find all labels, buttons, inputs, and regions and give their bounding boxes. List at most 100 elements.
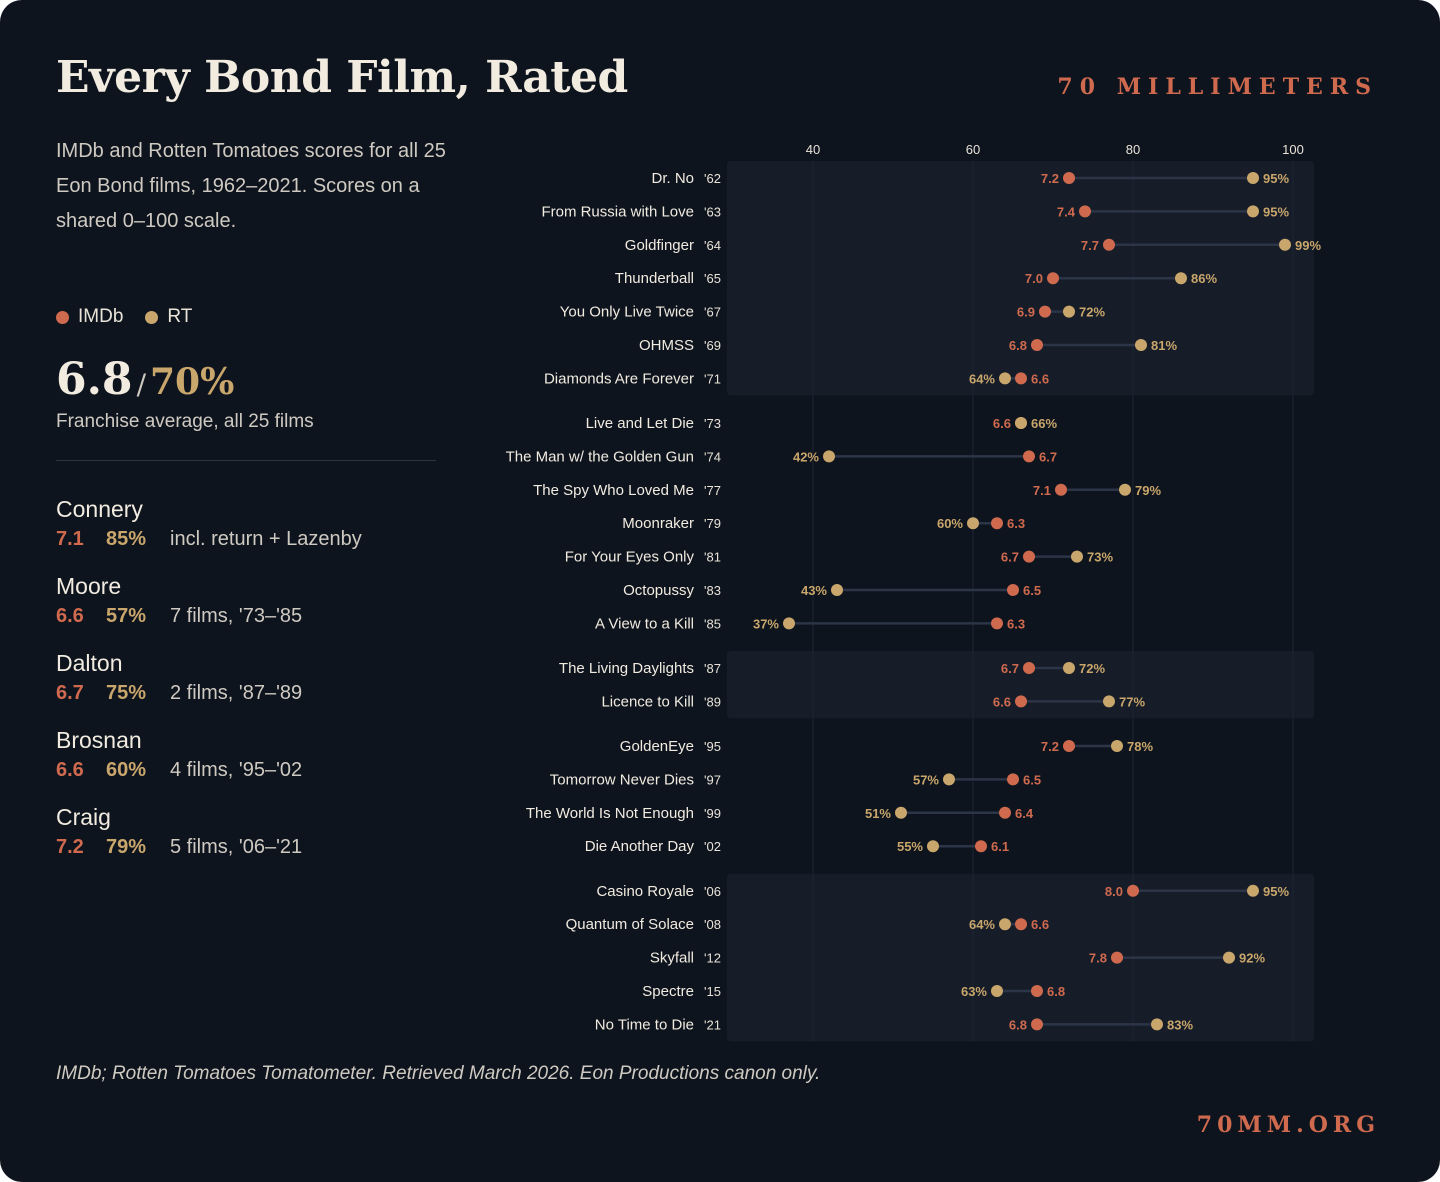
film-year: '71: [704, 371, 721, 386]
film-title: Moonraker: [622, 515, 694, 532]
film-title: Casino Royale: [596, 883, 694, 900]
film-year: '83: [704, 583, 721, 598]
x-tick-label: 60: [966, 142, 980, 157]
film-title: No Time to Die: [595, 1016, 694, 1033]
imdb-value-label: 7.2: [1041, 739, 1059, 754]
imdb-point: [1023, 662, 1035, 674]
actor-imdb-average: 6.7: [56, 682, 84, 704]
imdb-value-label: 7.8: [1089, 951, 1107, 966]
imdb-point: [991, 617, 1003, 630]
actor-rt-average: 79%: [106, 836, 147, 858]
actor-name: Moore: [56, 573, 122, 599]
imdb-value-label: 6.8: [1009, 1017, 1027, 1032]
imdb-value-label: 6.1: [991, 839, 1009, 854]
rt-value-label: 64%: [969, 371, 995, 386]
site-wordmark: 70MM.ORG: [1196, 1112, 1380, 1138]
film-year: '89: [704, 694, 721, 709]
divider: [56, 460, 436, 461]
film-title: From Russia with Love: [541, 203, 694, 220]
imdb-point: [1031, 1018, 1043, 1031]
imdb-value-label: 6.8: [1047, 984, 1065, 999]
actor-summary: Connery 7.1 85% incl. return + Lazenby: [56, 494, 456, 571]
rt-point: [1119, 483, 1131, 496]
actor-summary: Moore 6.6 57% 7 films, '73–'85: [56, 571, 456, 648]
film-title: A View to a Kill: [595, 615, 694, 632]
film-year: '74: [704, 449, 721, 464]
film-year: '77: [704, 483, 721, 498]
rt-value-label: 64%: [969, 917, 995, 932]
imdb-value-label: 6.7: [1001, 661, 1019, 676]
imdb-point: [1007, 584, 1019, 596]
film-year: '62: [704, 171, 721, 186]
film-year: '12: [704, 951, 721, 966]
rt-point: [1111, 740, 1123, 752]
imdb-value-label: 6.6: [1031, 917, 1049, 932]
actor-imdb-average: 6.6: [56, 605, 84, 627]
imdb-value-label: 6.7: [1001, 550, 1019, 565]
subtitle: IMDb and Rotten Tomatoes scores for all …: [56, 140, 446, 232]
imdb-point: [1007, 773, 1019, 786]
film-year: '67: [704, 305, 721, 320]
film-year: '97: [704, 772, 721, 787]
imdb-value-label: 7.7: [1081, 238, 1099, 253]
rt-value-label: 72%: [1079, 305, 1105, 320]
film-year: '65: [704, 271, 721, 286]
franchise-rt-average: 70%: [150, 361, 235, 403]
group-band: [727, 651, 1314, 719]
legend-item-imdb: IMDb: [56, 306, 123, 328]
imdb-value-label: 8.0: [1105, 884, 1123, 899]
imdb-point: [991, 517, 1003, 530]
imdb-value-label: 6.5: [1023, 583, 1041, 598]
imdb-value-label: 6.5: [1023, 772, 1041, 787]
average-separator: /: [136, 368, 146, 401]
rt-value-label: 95%: [1263, 884, 1289, 899]
rt-value-label: 77%: [1119, 694, 1145, 709]
rt-point: [1247, 205, 1259, 218]
rt-value-label: 43%: [801, 583, 827, 598]
legend: IMDb RT: [56, 306, 214, 328]
rt-value-label: 99%: [1295, 238, 1321, 253]
film-title: You Only Live Twice: [560, 304, 694, 321]
actor-note: 7 films, '73–'85: [170, 605, 303, 627]
film-year: '15: [704, 984, 721, 999]
film-title: Skyfall: [650, 950, 694, 967]
legend-label-imdb: IMDb: [78, 306, 124, 327]
imdb-value-label: 6.6: [993, 416, 1011, 431]
imdb-point: [1063, 740, 1075, 752]
rt-value-label: 81%: [1151, 338, 1177, 353]
franchise-imdb-average: 6.8: [56, 354, 133, 405]
rt-point: [991, 985, 1003, 997]
actor-note: incl. return + Lazenby: [170, 528, 362, 550]
imdb-value-label: 6.3: [1007, 616, 1025, 631]
imdb-value-label: 6.8: [1009, 338, 1027, 353]
imdb-point: [1103, 238, 1115, 251]
franchise-average: 6.8/70%: [56, 354, 234, 405]
rt-dot-icon: [145, 310, 159, 324]
film-title: Diamonds Are Forever: [544, 370, 694, 387]
imdb-point: [1039, 305, 1051, 318]
imdb-point: [1015, 918, 1027, 931]
film-title: Die Another Day: [585, 838, 695, 855]
imdb-value-label: 6.7: [1039, 449, 1057, 464]
imdb-point: [1079, 205, 1091, 218]
rt-value-label: 51%: [865, 806, 891, 821]
franchise-average-caption: Franchise average, all 25 films: [56, 411, 314, 432]
imdb-point: [1111, 951, 1123, 964]
rt-value-label: 95%: [1263, 204, 1289, 219]
film-title: Quantum of Solace: [566, 916, 694, 933]
actor-summary: Dalton 6.7 75% 2 films, '87–'89: [56, 648, 456, 725]
film-title: OHMSS: [639, 337, 694, 354]
x-tick-label: 40: [806, 142, 820, 157]
actor-rt-average: 60%: [106, 759, 147, 781]
rt-point: [1071, 550, 1083, 563]
actor-name: Dalton: [56, 650, 123, 676]
actor-name: Connery: [56, 496, 143, 522]
imdb-point: [999, 806, 1011, 819]
film-title: Tomorrow Never Dies: [550, 771, 694, 788]
page-title: Every Bond Film, Rated: [56, 52, 628, 103]
film-year: '81: [704, 550, 721, 565]
rt-point: [1247, 884, 1259, 897]
actor-rt-average: 57%: [106, 605, 147, 627]
rt-point: [895, 806, 907, 819]
source-footnote: IMDb; Rotten Tomatoes Tomatometer. Retri…: [56, 1063, 821, 1084]
